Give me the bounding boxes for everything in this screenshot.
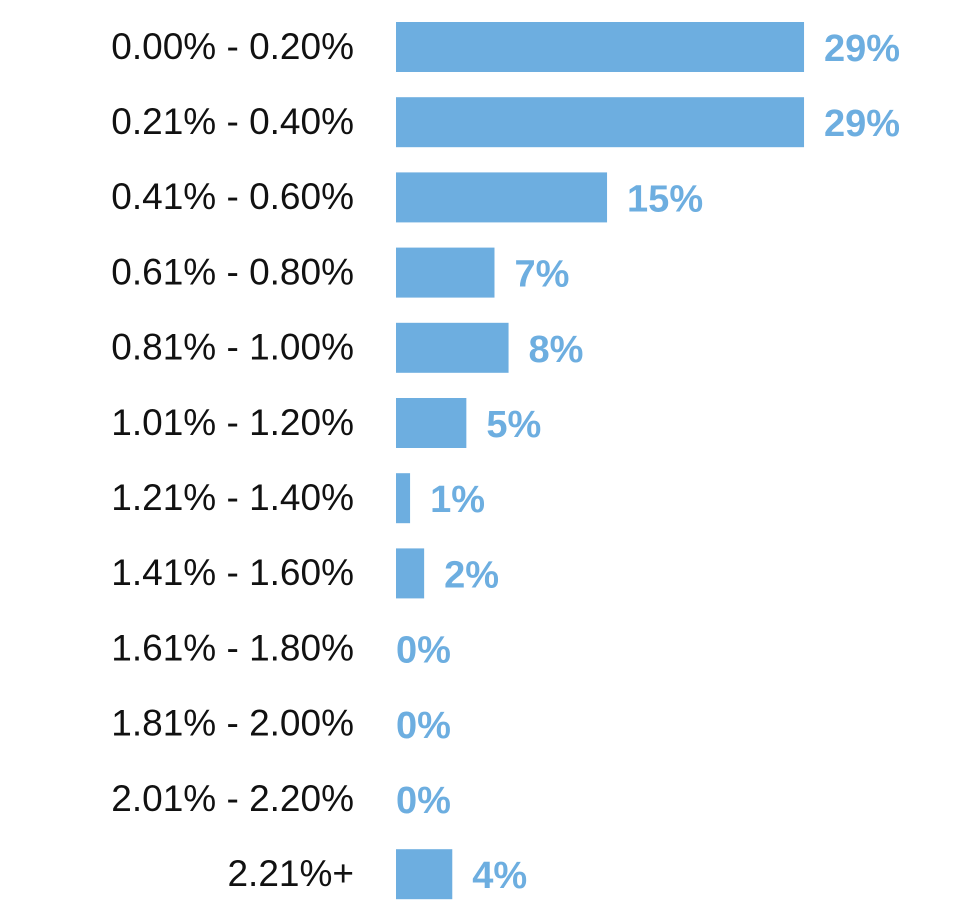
value-label: 0%	[396, 780, 451, 822]
bar	[396, 849, 453, 900]
bar	[396, 398, 467, 448]
value-label: 0%	[396, 630, 451, 672]
bar	[396, 247, 495, 298]
value-label: 15%	[627, 178, 703, 220]
value-label: 1%	[430, 479, 485, 521]
value-label: 5%	[486, 404, 541, 446]
value-label: 2%	[444, 554, 499, 596]
category-label: 0.61% - 0.80%	[111, 251, 354, 292]
category-label: 0.81% - 1.00%	[111, 327, 354, 368]
value-label: 29%	[824, 103, 900, 145]
category-label: 0.00% - 0.20%	[111, 26, 354, 67]
bar	[396, 473, 411, 524]
bar	[396, 172, 608, 223]
bar	[396, 548, 425, 599]
value-label: 7%	[514, 254, 569, 296]
category-label: 1.01% - 1.20%	[111, 402, 354, 443]
category-label: 0.21% - 0.40%	[111, 101, 354, 142]
bar	[396, 322, 509, 373]
bar	[396, 22, 805, 72]
value-label: 4%	[472, 855, 527, 897]
category-label: 2.21%+	[227, 853, 354, 894]
bar	[396, 97, 805, 148]
category-label: 2.01% - 2.20%	[111, 778, 354, 819]
value-label: 8%	[529, 329, 584, 371]
value-label: 29%	[824, 28, 900, 70]
category-label: 1.81% - 2.00%	[111, 703, 354, 744]
category-label: 0.41% - 0.60%	[111, 176, 354, 217]
category-label: 1.41% - 1.60%	[111, 552, 354, 593]
category-label: 1.61% - 1.80%	[111, 627, 354, 668]
category-label: 1.21% - 1.40%	[111, 477, 354, 518]
value-label: 0%	[396, 705, 451, 747]
